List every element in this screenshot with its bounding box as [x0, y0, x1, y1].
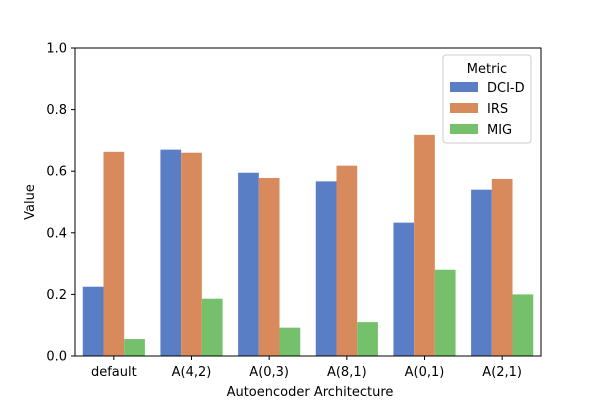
legend-swatch-mig — [450, 124, 478, 134]
bars-layer — [82, 134, 534, 356]
bar-irs-0 — [103, 151, 125, 356]
bar-mig-1 — [201, 298, 223, 356]
x-tick-label: A(0,3) — [249, 365, 289, 380]
bar-mig-4 — [434, 269, 456, 356]
legend-swatch-dci-d — [450, 82, 478, 92]
bar-irs-5 — [491, 178, 513, 356]
y-tick-label: 0.6 — [46, 165, 67, 180]
legend-label-mig: MIG — [487, 123, 512, 138]
legend-frame — [442, 54, 532, 144]
legend-label-dci-d: DCI-D — [487, 81, 525, 96]
bar-mig-2 — [279, 327, 301, 356]
legend: Metric DCI-D IRS MIG — [442, 54, 532, 144]
bar-dci-d-2 — [238, 172, 259, 356]
bar-irs-2 — [258, 177, 280, 356]
y-tick-label: 0.0 — [46, 350, 67, 365]
y-tick-label: 0.4 — [46, 226, 67, 241]
bar-dci-d-5 — [471, 189, 492, 356]
bar-dci-d-3 — [315, 181, 337, 356]
bar-irs-1 — [181, 152, 202, 356]
bar-dci-d-0 — [82, 286, 104, 356]
x-tick-label: A(8,1) — [327, 365, 367, 380]
axes-layer: 0.0 0.2 0.4 0.6 0.8 1.0 default A(4,2) A(0,3) A(8… — [46, 42, 542, 380]
bar-mig-5 — [512, 294, 534, 356]
bar-irs-4 — [414, 134, 435, 356]
legend-title: Metric — [467, 62, 507, 77]
y-tick-label: 0.2 — [46, 288, 67, 303]
y-tick-label: 1.0 — [46, 42, 67, 57]
legend-swatch-irs — [450, 103, 478, 113]
x-tick-label: A(4,2) — [172, 365, 212, 380]
bar-mig-3 — [357, 322, 378, 356]
bar-dci-d-1 — [160, 149, 182, 356]
x-tick-label: A(0,1) — [405, 365, 445, 380]
x-axis-title: Autoencoder Architecture — [227, 385, 394, 400]
x-tick-label: default — [91, 365, 137, 380]
plot-frame — [74, 47, 542, 357]
bar-irs-3 — [336, 165, 358, 356]
bar-mig-0 — [124, 339, 145, 356]
y-axis-title: Value — [23, 184, 38, 220]
y-tick-label: 0.8 — [46, 103, 67, 118]
x-tick-label: A(2,1) — [482, 365, 522, 380]
legend-label-irs: IRS — [487, 102, 508, 117]
bar-dci-d-4 — [393, 222, 415, 356]
